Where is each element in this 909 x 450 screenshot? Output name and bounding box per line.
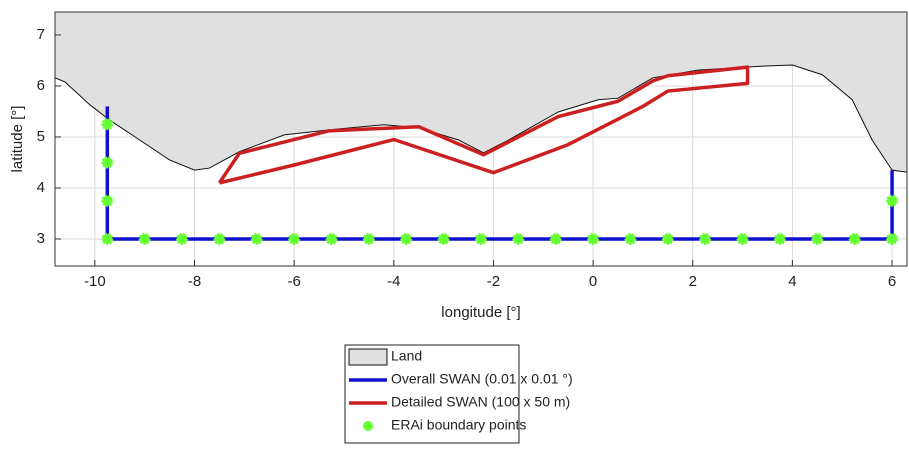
legend-label: Overall SWAN (0.01 x 0.01 °) — [391, 371, 573, 387]
boundary-point — [624, 232, 637, 245]
boundary-point — [325, 232, 338, 245]
x-tick-label: 4 — [788, 273, 796, 290]
y-tick-label: 3 — [37, 230, 45, 247]
boundary-point — [661, 232, 674, 245]
x-axis-label: longitude [°] — [441, 304, 520, 321]
boundary-point — [587, 232, 600, 245]
boundary-point — [699, 232, 712, 245]
boundary-point — [886, 232, 899, 245]
y-tick-label: 5 — [37, 128, 45, 145]
boundary-point — [176, 232, 189, 245]
boundary-point — [886, 194, 899, 207]
x-tick-label: 2 — [689, 273, 697, 290]
series-line — [217, 65, 750, 185]
legend-swatch — [348, 348, 388, 366]
boundary-point — [288, 232, 301, 245]
plot-frame — [54, 11, 908, 267]
x-tick-label: 6 — [888, 273, 896, 290]
y-tick-label: 7 — [37, 26, 45, 43]
legend-entries: Land Overall SWAN (0.01 x 0.01 °) Detailed… — [348, 348, 573, 433]
legend-swatch — [363, 421, 373, 431]
y-axis-label: latitude [°] — [9, 106, 26, 173]
boundary-point — [101, 118, 114, 131]
legend-label: Land — [391, 348, 422, 364]
x-tick-label: -10 — [84, 273, 106, 290]
boundary-point — [848, 232, 861, 245]
boundary-point — [213, 232, 226, 245]
boundary-point — [250, 232, 263, 245]
legend-label: Detailed SWAN (100 x 50 m) — [391, 394, 570, 410]
y-tick-label: 4 — [37, 179, 45, 196]
boundary-point — [736, 232, 749, 245]
boundary-point — [811, 232, 824, 245]
x-tick-label: -8 — [188, 273, 201, 290]
boundary-point — [512, 232, 525, 245]
x-tick-label: -6 — [287, 273, 300, 290]
x-tick-label: 0 — [589, 273, 597, 290]
boundary-point — [362, 232, 375, 245]
boundary-point — [400, 232, 413, 245]
boundary-point — [138, 232, 151, 245]
boundary-point — [475, 232, 487, 245]
legend-label: ERAi boundary points — [391, 417, 526, 433]
boundary-point — [549, 232, 562, 245]
x-tick-label: -2 — [487, 273, 500, 290]
y-tick-label: 6 — [37, 77, 45, 94]
boundary-point — [101, 232, 114, 245]
land-area — [55, 12, 907, 173]
boundary-point — [101, 194, 114, 207]
plot-layer — [55, 12, 907, 266]
boundary-point — [101, 156, 114, 169]
x-tick-label: -4 — [387, 273, 400, 290]
boundary-point — [773, 232, 786, 245]
boundary-point — [437, 232, 450, 245]
